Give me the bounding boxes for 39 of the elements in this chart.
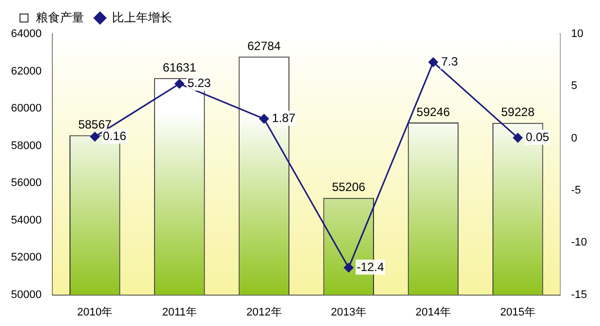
data-label: 0.05 (526, 130, 550, 144)
y-tick-label: 54000 (10, 214, 42, 226)
point (90, 132, 100, 142)
y-tick-label: 62000 (10, 65, 42, 78)
data-label: 55206 (332, 180, 366, 194)
point (259, 114, 269, 124)
x-tick-label: 2014年 (415, 306, 451, 318)
y-tick-label: 60000 (10, 102, 42, 115)
x-tick-label: 2010年 (77, 306, 113, 318)
data-label: 7.3 (441, 54, 458, 68)
point (344, 262, 354, 272)
y-tick-label: 52000 (10, 252, 42, 264)
y-tick-label: 64000 (10, 28, 42, 40)
x-tick-label: 2011年 (162, 306, 197, 318)
y-tick-label: 58000 (10, 140, 42, 152)
y-tick-label: 56000 (10, 177, 42, 190)
data-label: 62784 (247, 38, 282, 53)
data-label: 0.16 (102, 128, 127, 143)
point (174, 79, 184, 89)
data-label: 61631 (162, 60, 196, 74)
legend-label: 粮食产量 (36, 10, 84, 24)
y2-tick-label: -5 (571, 184, 581, 197)
y2-tick-label: 0 (571, 132, 578, 144)
x-tick-label: 2015年 (500, 306, 536, 318)
point (513, 133, 523, 143)
y2-tick-label: 10 (571, 28, 584, 40)
y-tick-label: 50000 (10, 288, 42, 301)
data-label: 1.87 (272, 111, 296, 126)
legend-label: 比上年增长 (112, 10, 172, 24)
y2-tick-label: 5 (571, 80, 578, 92)
x-tick-label: 2012年 (246, 306, 282, 318)
data-label: 59246 (416, 104, 450, 119)
x-tick-label: 2013年 (330, 306, 366, 318)
y2-tick-label: -10 (571, 236, 588, 249)
point (428, 57, 438, 67)
y2-tick-label: -15 (571, 288, 588, 301)
data-label: 59228 (501, 105, 535, 120)
data-label: -12.4 (356, 260, 384, 274)
data-label: 5.23 (187, 76, 212, 90)
